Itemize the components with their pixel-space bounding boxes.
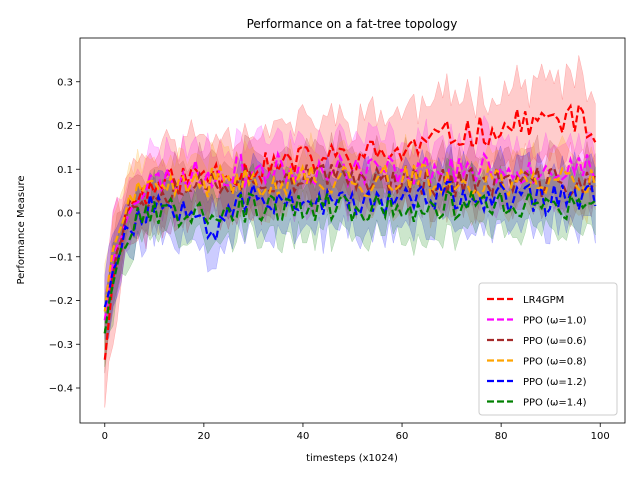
x-tick-label: 40	[297, 431, 310, 442]
x-tick-label: 60	[396, 431, 409, 442]
x-tick-label: 80	[495, 431, 508, 442]
legend-label-1: PPO (ω=1.0)	[523, 316, 587, 327]
x-axis-ticks: 0 20 40 60 80 100	[102, 423, 610, 442]
legend-label-3: PPO (ω=0.8)	[523, 357, 587, 368]
y-tick-label: 0.1	[57, 165, 73, 176]
legend: LR4GPM PPO (ω=1.0) PPO (ω=0.6) PPO (ω=0.8) P…	[478, 282, 618, 416]
x-tick-label: 100	[591, 431, 610, 442]
x-tick-label: 0	[102, 431, 108, 442]
y-tick-label: −0.2	[49, 296, 73, 307]
y-tick-label: 0.0	[57, 209, 73, 220]
y-tick-label: −0.3	[49, 340, 73, 351]
legend-label-2: PPO (ω=0.6)	[523, 336, 587, 347]
legend-label-4: PPO (ω=1.2)	[523, 377, 587, 388]
y-tick-label: 0.2	[57, 121, 73, 132]
x-tick-label: 20	[197, 431, 210, 442]
series-line-3	[103, 161, 597, 312]
series-line-0	[103, 102, 597, 360]
x-axis-label: timesteps (x1024)	[306, 453, 398, 464]
y-tick-label: 0.3	[57, 77, 73, 88]
chart-title: Performance on a fat-tree topology	[247, 17, 458, 31]
y-axis-ticks: −0.4 −0.3 −0.2 −0.1 0.0 0.1 0.2 0.3	[49, 77, 80, 395]
y-tick-label: −0.1	[49, 252, 73, 263]
legend-label-0: LR4GPM	[523, 295, 564, 306]
plot-frame	[79, 37, 626, 424]
y-tick-label: −0.4	[49, 384, 73, 395]
y-axis-label: Performance Measure	[16, 175, 27, 284]
legend-box	[478, 282, 618, 416]
series-lines	[103, 102, 597, 360]
series-line-5	[103, 188, 596, 334]
legend-label-5: PPO (ω=1.4)	[523, 398, 587, 409]
